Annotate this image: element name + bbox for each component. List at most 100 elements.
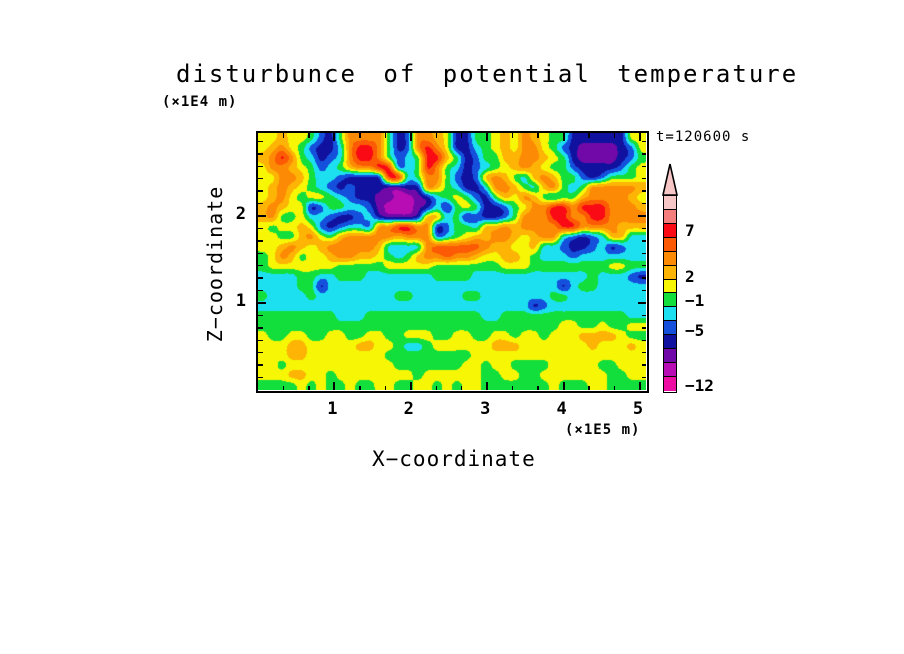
y-minor-tick [641,202,646,205]
colorbar-segment [664,209,676,224]
x-minor-tick [308,133,310,138]
colorbar-tick-label: −12 [685,376,714,395]
x-tick-label: 2 [403,399,414,419]
y-minor-tick [258,352,263,354]
y-minor-tick [258,327,263,329]
y-minor-tick [258,153,263,155]
colorbar-segment [664,265,676,280]
y-minor-tick [641,327,646,329]
x-minor-tick [435,133,437,138]
x-major-tick [486,133,489,141]
y-major-tick [638,215,646,217]
colorbar-segment [664,237,676,252]
y-minor-tick [641,240,646,242]
colorbar-tick-label: 2 [685,267,695,286]
y-axis-unit-label: (×1E4 m) [162,94,238,110]
x-minor-tick [588,385,590,390]
x-minor-tick [384,385,387,390]
x-minor-tick [537,133,539,138]
x-minor-tick [537,385,539,390]
x-tick-label: 5 [632,399,644,419]
colorbar-arrow-icon [661,163,679,196]
x-major-tick [562,133,565,141]
y-minor-tick [258,202,263,205]
x-tick-label: 1 [327,399,338,419]
y-minor-tick [641,165,646,167]
y-minor-tick [641,352,646,354]
y-minor-tick [258,227,263,230]
colorbar-segment [664,223,676,238]
y-minor-tick [258,376,263,379]
y-minor-tick [258,277,263,279]
x-tick-label: 4 [556,399,567,419]
y-major-tick [638,302,646,304]
x-minor-tick [282,133,285,138]
y-minor-tick [258,252,263,254]
x-minor-tick [282,385,285,390]
y-minor-tick [641,190,646,192]
x-major-tick [409,382,412,390]
x-minor-tick [384,133,387,138]
x-major-tick [639,382,641,390]
y-minor-tick [258,178,263,180]
x-minor-tick [511,385,514,390]
y-minor-tick [258,190,263,192]
x-minor-tick [613,385,616,390]
colorbar-segment [664,251,676,266]
x-minor-tick [435,385,437,390]
x-minor-tick [613,133,616,138]
colorbar-segment [664,196,676,210]
y-major-tick [258,302,266,304]
y-minor-tick [641,376,646,379]
x-major-tick [486,382,489,390]
y-axis-label: Z−coordinate [203,185,227,343]
y-minor-tick [258,364,263,366]
y-minor-tick [641,252,646,254]
x-minor-tick [511,133,514,138]
time-label: t=120600 s [656,129,751,145]
colorbar-segment [664,376,676,391]
x-minor-tick [308,385,310,390]
y-minor-tick [258,339,263,341]
colorbar-tick-label: −1 [685,291,705,310]
y-minor-tick [258,165,263,167]
y-minor-tick [258,289,263,292]
y-minor-tick [641,227,646,230]
x-minor-tick [359,385,361,390]
x-major-tick [409,133,412,141]
y-minor-tick [641,265,646,267]
y-minor-tick [641,178,646,180]
x-axis-unit-label: (×1E5 m) [565,422,641,438]
colorbar-segment [664,279,676,294]
y-minor-tick [641,277,646,279]
y-minor-tick [641,364,646,366]
x-major-tick [333,133,336,141]
x-minor-tick [461,385,463,390]
x-major-tick [639,133,641,141]
x-minor-tick [461,133,463,138]
y-tick-label: 2 [235,204,246,224]
x-axis-label: X−coordinate [372,447,536,471]
colorbar-tick-label: −5 [685,321,705,340]
x-major-tick [333,382,336,390]
y-tick-label: 1 [235,291,246,311]
colorbar-tick-label: 7 [685,221,695,240]
colorbar-segment [664,335,676,350]
colorbar-segment [664,321,676,336]
x-major-tick [562,382,565,390]
colorbar-segment [664,349,676,364]
heatmap-canvas [258,133,646,390]
y-major-tick [258,215,266,217]
x-minor-tick [359,133,361,138]
colorbar [663,195,677,393]
y-minor-tick [258,265,263,267]
y-minor-tick [641,140,646,143]
colorbar-segment [664,307,676,322]
x-minor-tick [588,133,590,138]
y-minor-tick [641,314,646,317]
colorbar-segment [664,363,676,377]
plot-frame [256,131,649,393]
x-tick-label: 3 [480,399,491,419]
y-minor-tick [641,289,646,292]
